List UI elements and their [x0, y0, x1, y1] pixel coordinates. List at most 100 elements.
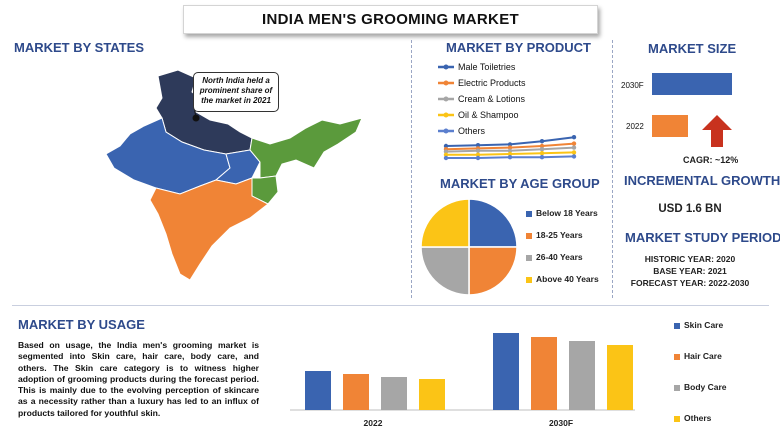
product-series-point — [475, 155, 481, 161]
map-region-south — [149, 177, 269, 281]
product-series-point — [539, 143, 545, 149]
age-legend-swatch — [526, 210, 532, 217]
usage-legend: Skin Care Hair Care Body Care Others — [674, 318, 727, 440]
base-year: BASE YEAR: 2021 — [653, 266, 727, 276]
map-region-northeast — [249, 117, 363, 179]
product-legend-label: Cream & Lotions — [458, 94, 526, 104]
product-series-point — [507, 145, 513, 150]
cagr: CAGR: ~12% — [683, 155, 738, 165]
product-series-point — [571, 154, 577, 159]
age-legend-item: 26-40 Years — [526, 250, 599, 272]
cagr-label: CAGR: — [683, 155, 713, 165]
age-legend-swatch — [526, 276, 532, 283]
usage-bar — [419, 379, 445, 410]
product-series-point — [539, 151, 545, 156]
size-title: MARKET SIZE — [648, 41, 737, 56]
usage-bar — [607, 345, 633, 410]
divider-horizontal — [12, 305, 769, 306]
states-title: MARKET BY STATES — [14, 40, 145, 55]
size-label-2030f: 2030F — [621, 81, 644, 90]
product-series-point — [539, 147, 545, 152]
product-legend-marker — [443, 64, 449, 70]
product-legend-marker — [443, 80, 449, 86]
product-series-point — [507, 142, 513, 147]
age-pie-slice — [420, 198, 470, 248]
usage-category-label: 2030F — [549, 418, 573, 428]
usage-legend-swatch — [674, 353, 680, 360]
incremental-growth-value: USD 1.6 BN — [658, 203, 722, 215]
usage-legend-label: Body Care — [684, 382, 727, 392]
incremental-title: INCREMENTAL GROWTH — [624, 173, 780, 188]
size-bar — [652, 115, 688, 137]
product-series-point — [507, 151, 513, 157]
product-series-point — [443, 155, 449, 161]
usage-bar — [531, 337, 557, 410]
usage-bar — [343, 374, 369, 410]
callout-north-india: North India held a prominent share of th… — [193, 72, 279, 112]
product-series-point — [571, 141, 577, 146]
product-series-point — [507, 148, 513, 153]
age-title: MARKET BY AGE GROUP — [440, 176, 600, 191]
product-line-chart: Male Toiletries Electric Products Cream & … — [438, 62, 577, 161]
forecast-year: FORECAST YEAR: 2022-2030 — [630, 278, 750, 288]
product-series-point — [571, 135, 577, 140]
cagr-value: ~12% — [715, 155, 739, 165]
study-title: MARKET STUDY PERIOD — [625, 230, 780, 245]
age-pie-chart — [420, 198, 518, 296]
product-legend-label: Male Toiletries — [458, 62, 516, 72]
usage-legend-item: Hair Care — [674, 349, 727, 380]
usage-bar — [381, 377, 407, 410]
usage-legend-item: Others — [674, 411, 727, 440]
product-legend-label: Oil & Shampoo — [458, 110, 519, 120]
age-legend-item: Above 40 Years — [526, 272, 599, 294]
age-pie-slice — [420, 246, 470, 296]
product-series-point — [571, 145, 577, 150]
product-series-point — [475, 152, 481, 157]
age-legend-swatch — [526, 232, 532, 239]
product-legend-label: Electric Products — [458, 78, 526, 88]
product-legend-label: Others — [458, 126, 486, 136]
usage-legend-item: Skin Care — [674, 318, 727, 349]
usage-bar — [305, 371, 331, 410]
age-legend-swatch — [526, 254, 532, 261]
product-series-point — [539, 155, 545, 160]
usage-bar — [569, 341, 595, 410]
product-series-point — [475, 148, 481, 153]
product-series-point — [571, 150, 577, 155]
usage-legend-label: Others — [684, 413, 712, 423]
product-series-point — [475, 143, 481, 148]
product-series-point — [539, 139, 545, 144]
product-series-point — [443, 149, 449, 154]
size-bar — [652, 73, 732, 95]
product-legend-marker — [443, 128, 449, 134]
age-pie-slice — [468, 246, 518, 296]
up-arrow-icon — [702, 115, 732, 147]
divider-right — [612, 40, 613, 298]
india-map — [105, 69, 363, 281]
usage-bar — [493, 333, 519, 410]
usage-title: MARKET BY USAGE — [18, 317, 145, 332]
product-series-point — [443, 143, 449, 149]
title-box: INDIA MEN'S GROOMING MARKET — [183, 5, 598, 34]
age-legend-item: Below 18 Years — [526, 206, 599, 228]
age-legend-label: Below 18 Years — [536, 208, 598, 218]
usage-legend-swatch — [674, 415, 680, 422]
historic-year: HISTORIC YEAR: 2020 — [644, 254, 736, 264]
usage-legend-swatch — [674, 322, 680, 329]
age-legend-label: 26-40 Years — [536, 252, 583, 262]
age-legend: Below 18 Years 18-25 Years 26-40 Years Abov… — [526, 206, 599, 294]
product-legend-marker — [443, 112, 449, 118]
usage-bar-chart: 2022 2030F — [290, 333, 635, 428]
usage-legend-label: Hair Care — [684, 351, 722, 361]
market-size-chart: 2030F 2022 — [621, 73, 732, 137]
size-label-2022: 2022 — [626, 122, 644, 131]
product-series-point — [443, 152, 449, 157]
age-pie-slice — [468, 198, 518, 248]
age-legend-label: Above 40 Years — [536, 274, 599, 284]
usage-category-label: 2022 — [364, 418, 383, 428]
product-title: MARKET BY PRODUCT — [446, 40, 591, 55]
product-series-point — [507, 155, 513, 160]
divider-left — [411, 40, 412, 298]
age-legend-item: 18-25 Years — [526, 228, 599, 250]
product-legend-marker — [443, 96, 449, 102]
